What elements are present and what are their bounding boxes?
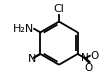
Text: N: N xyxy=(81,53,88,63)
Text: O: O xyxy=(84,63,92,73)
Text: O: O xyxy=(90,51,98,61)
Text: H₂N: H₂N xyxy=(12,24,33,34)
Text: N: N xyxy=(27,54,36,64)
Text: Cl: Cl xyxy=(53,4,64,14)
